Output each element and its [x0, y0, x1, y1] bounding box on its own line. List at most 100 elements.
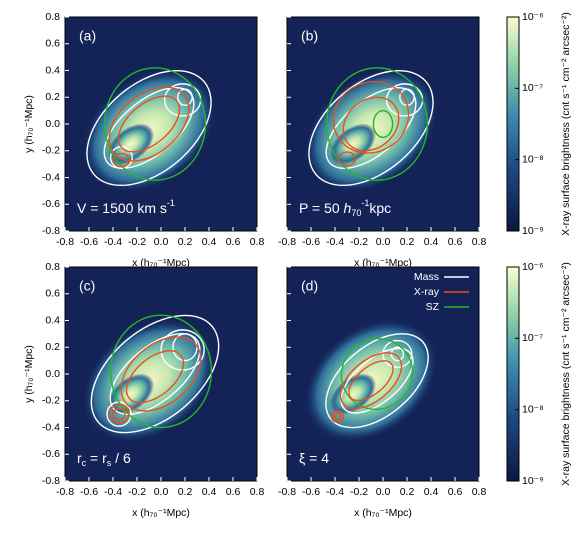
plot-area: [65, 267, 257, 481]
y-tick-label: 0.0: [45, 118, 60, 130]
colorbar-tick-label: 10⁻⁸: [522, 153, 544, 165]
x-tick-label: -0.2: [128, 236, 146, 248]
annotation-part: ξ = 4: [299, 450, 329, 466]
y-tick-label: -0.8: [42, 225, 60, 237]
contour: [177, 88, 193, 106]
contour: [117, 95, 181, 153]
contour: [325, 333, 429, 429]
x-tick-label: -0.8: [278, 486, 296, 498]
contour: [125, 350, 185, 404]
x-tick-label: 0.8: [250, 486, 265, 498]
x-tick-label: -0.8: [278, 236, 296, 248]
x-tick-label: -0.4: [104, 236, 122, 248]
legend-label: Mass: [414, 271, 439, 283]
contour: [330, 410, 345, 423]
x-tick-label: -0.6: [302, 236, 320, 248]
x-tick-label: 0.4: [424, 486, 439, 498]
contour: [308, 69, 434, 187]
contour: [372, 109, 394, 139]
x-axis-label: x (h₇₀⁻¹Mpc): [132, 507, 190, 519]
panel-label: (c): [79, 278, 95, 294]
y-tick-label: -0.4: [42, 171, 60, 183]
x-tick-label: 0.4: [202, 486, 217, 498]
contour: [337, 151, 357, 167]
colorbar-tick-label: 10⁻⁸: [522, 403, 544, 415]
x-tick-label: 0.6: [448, 486, 463, 498]
contour: [112, 408, 126, 421]
x-tick-label: 0.2: [178, 236, 193, 248]
annotation-part: h: [344, 200, 352, 216]
x-tick-label: 0.6: [448, 236, 463, 248]
colorbar: [506, 266, 520, 482]
y-tick-label: -0.8: [42, 475, 60, 487]
x-tick-label: -0.8: [56, 486, 74, 498]
contour: [342, 96, 400, 152]
y-tick-label: 0.8: [45, 261, 60, 273]
contour: [382, 339, 413, 369]
x-axis-label: x (h₇₀⁻¹Mpc): [354, 257, 412, 269]
y-tick-label: 0.4: [45, 314, 60, 326]
x-tick-label: 0.4: [424, 236, 439, 248]
contour: [108, 86, 190, 162]
legend: Mass X-ray SZ: [414, 271, 469, 313]
annotation-part: 70: [351, 208, 361, 218]
contour: [325, 67, 429, 181]
panel-label: (d): [301, 278, 318, 294]
x-tick-label: -0.6: [80, 486, 98, 498]
x-tick-label: 0.2: [400, 236, 415, 248]
annotation-part: -1: [361, 198, 369, 208]
annotation-part: = r: [86, 450, 107, 466]
panel: -0.8 -0.6 -0.4 -0.2 0.0 0.2 0.4 0.6 0.8 x (h₇₀⁻¹M…: [278, 261, 572, 519]
colorbar-tick-label: 10⁻⁶: [522, 11, 544, 23]
plot-area: [287, 17, 479, 231]
colorbar-label: X-ray surface brightness (cnt s⁻¹ cm⁻² a…: [560, 262, 572, 486]
y-tick-label: 0.8: [45, 11, 60, 23]
annotation-part: r: [77, 450, 82, 466]
x-tick-label: -0.4: [326, 236, 344, 248]
panel: -0.8 -0.6 -0.4 -0.2 0.0 0.2 0.4 0.6 0.8-0.8-0.6-…: [23, 261, 265, 519]
annotation: ξ = 4: [299, 450, 329, 466]
colorbar: [506, 16, 520, 232]
x-tick-label: 0.8: [250, 236, 265, 248]
contour: [86, 69, 212, 187]
x-tick-label: -0.6: [302, 486, 320, 498]
panel: -0.8 -0.6 -0.4 -0.2 0.0 0.2 0.4 0.6 0.8 x (h₇₀⁻¹M…: [278, 11, 572, 269]
y-tick-label: -0.6: [42, 448, 60, 460]
plot-area: [287, 267, 479, 481]
annotation-part: kpc: [369, 200, 391, 216]
x-tick-label: 0.0: [376, 236, 391, 248]
contour: [112, 152, 131, 168]
y-tick-label: -0.4: [42, 421, 60, 433]
x-tick-label: 0.6: [226, 236, 241, 248]
x-tick-label: 0.4: [202, 236, 217, 248]
x-axis-label: x (h₇₀⁻¹Mpc): [354, 507, 412, 519]
y-tick-label: 0.6: [45, 38, 60, 50]
x-tick-label: 0.2: [400, 486, 415, 498]
y-tick-label: -0.2: [42, 145, 60, 157]
x-tick-label: 0.6: [226, 486, 241, 498]
plot-area: [65, 17, 257, 231]
panel-label: (a): [79, 28, 96, 44]
colorbar-label: X-ray surface brightness (cnt s⁻¹ cm⁻² a…: [560, 12, 572, 236]
legend-label: SZ: [426, 301, 440, 313]
annotation: V = 1500 km s-1: [77, 198, 175, 215]
annotation-part: s: [107, 458, 112, 468]
y-tick-label: 0.2: [45, 91, 60, 103]
contour: [333, 412, 342, 421]
x-tick-label: 0.0: [154, 236, 169, 248]
y-tick-label: -0.6: [42, 198, 60, 210]
x-tick-label: -0.2: [350, 486, 368, 498]
contour: [108, 404, 130, 425]
x-tick-label: -0.8: [56, 236, 74, 248]
annotation: P = 50 h70-1kpc: [299, 198, 391, 218]
annotation: rc = rs / 6: [77, 450, 131, 469]
legend-label: X-ray: [414, 286, 440, 298]
x-tick-label: 0.0: [154, 486, 169, 498]
contour: [340, 338, 414, 410]
y-tick-label: 0.0: [45, 368, 60, 380]
x-tick-label: 0.8: [472, 236, 487, 248]
panel-label: (b): [301, 28, 318, 44]
x-tick-label: -0.2: [128, 486, 146, 498]
y-axis-label: y (h₇₀⁻¹Mpc): [23, 345, 35, 403]
